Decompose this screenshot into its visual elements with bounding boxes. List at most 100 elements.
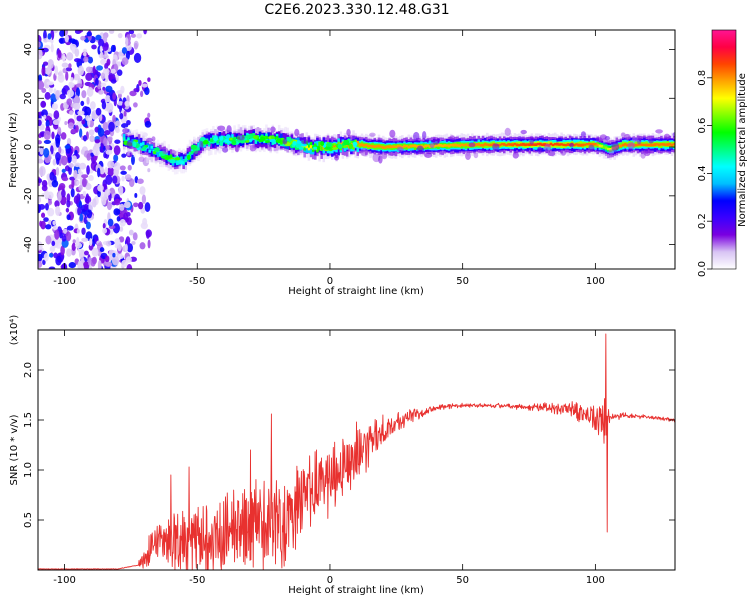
- spectrogram-noise-cell: [82, 135, 88, 142]
- spectrogram-halo-cell: [234, 144, 240, 153]
- spectrogram-noise-cell: [70, 188, 75, 198]
- spectrogram-noise-cell: [123, 201, 131, 209]
- spectrogram-noise-cell: [107, 166, 115, 177]
- spectrogram-halo-cell: [424, 152, 433, 158]
- spectrogram-noise-cell: [85, 221, 91, 230]
- colorbar-tick-label: 0.4: [697, 165, 708, 181]
- spectrogram-noise-cell: [121, 57, 129, 66]
- spectrogram-ridge-cell: [511, 143, 515, 147]
- spectrogram-ridge-cell: [169, 159, 176, 164]
- spectrogram-noise-cell: [52, 159, 57, 166]
- spectrogram-ridge-cell: [394, 145, 398, 148]
- spectrogram-halo-cell: [294, 128, 300, 137]
- spectrogram-halo-cell: [146, 137, 153, 143]
- spectrogram-noise-cell: [121, 47, 128, 55]
- spectrogram-noise-cell: [55, 205, 61, 216]
- spectrogram-noise-cell: [125, 37, 129, 47]
- spectrogram-noise-cell: [128, 229, 134, 236]
- spectrogram-noise-cell: [81, 174, 89, 179]
- spectrogram-ridge-cell: [188, 151, 192, 156]
- spectrogram-noise-cell: [43, 139, 52, 145]
- spectrogram-ridge-cell: [254, 137, 258, 144]
- spectrogram-noise-cell: [140, 90, 144, 98]
- spectrogram-noise-cell: [113, 145, 121, 156]
- spectrogram-noise-cell: [139, 242, 146, 250]
- spectrogram-noise-cell: [73, 102, 81, 110]
- spectrogram-noise-cell: [82, 190, 87, 197]
- spectrogram-noise-cell: [45, 235, 52, 245]
- spectrogram-noise-cell: [116, 89, 124, 95]
- spectrogram-halo-cell: [580, 131, 586, 138]
- spectrogram-noise-cell: [73, 73, 80, 81]
- spectrogram-ridge-cell: [197, 147, 200, 151]
- spectrogram-noise-cell: [145, 230, 150, 239]
- spectrogram-noise-cell: [65, 71, 69, 81]
- spectrogram-noise-cell: [97, 167, 101, 178]
- spectrogram-ridge-cell: [186, 154, 191, 161]
- spectrogram-ridge-cell: [320, 144, 323, 151]
- spectrogram-ridge-cell: [260, 136, 266, 141]
- spectrogram-ridge-cell: [539, 142, 542, 146]
- spectrogram-noise-cell: [119, 104, 123, 113]
- spectrogram-ridge-cell: [150, 146, 154, 149]
- spectrogram-ridge-cell: [401, 145, 404, 149]
- spectrogram-noise-cell: [43, 147, 50, 158]
- spectrogram-noise-cell: [66, 193, 71, 203]
- spectrogram-ridge-cell: [309, 141, 313, 148]
- spectrogram-noise-cell: [126, 263, 133, 269]
- spectrogram-noise-cell: [51, 131, 55, 140]
- spectrogram-noise-cell: [106, 102, 114, 113]
- spectrogram-noise-cell: [81, 90, 87, 99]
- spectrogram-halo-cell: [537, 146, 543, 155]
- spectrogram-noise-cell: [51, 240, 56, 247]
- spectrogram-noise-cell: [112, 92, 117, 100]
- spectrogram-noise-cell: [55, 166, 60, 176]
- spectrogram-noise-cell: [86, 86, 94, 97]
- spectrogram-noise-cell: [102, 35, 108, 44]
- spectrogram-noise-cell: [47, 59, 54, 69]
- spectrogram-noise-cell: [86, 153, 91, 161]
- spectrogram-ridge-cell: [522, 142, 525, 146]
- spectrogram-ridge-cell: [660, 143, 663, 146]
- spectrogram-noise-cell: [101, 101, 107, 110]
- spectrogram-ridge-cell: [503, 143, 506, 146]
- spectrogram-noise-cell: [38, 41, 41, 48]
- spectrogram-noise-cell: [134, 193, 138, 198]
- spectrogram-halo-cell: [378, 155, 383, 164]
- spectrogram-noise-cell: [68, 163, 74, 168]
- spectrogram-noise-cell: [104, 73, 109, 79]
- spectrogram-ridge-cell: [219, 136, 224, 141]
- spectrogram-noise-cell: [120, 170, 127, 175]
- spectrogram-noise-cell: [133, 42, 138, 50]
- spectrogram-noise-cell: [74, 58, 81, 63]
- spectrogram-ridge-layer: [122, 124, 675, 175]
- spectrogram-ridge-cell: [153, 147, 160, 152]
- spectrogram-halo-cell: [432, 137, 440, 145]
- spectrogram-ridge-cell: [292, 141, 297, 146]
- spectrogram-noise-cell: [117, 101, 124, 106]
- spectrogram-noise-cell: [86, 209, 93, 219]
- spectrogram-noise-cell: [86, 217, 92, 222]
- spectrogram-noise-cell: [107, 218, 114, 227]
- spectrogram-noise-cell: [137, 201, 144, 210]
- spectrogram-noise-cell: [99, 148, 104, 153]
- spectrogram-noise-cell: [95, 107, 102, 116]
- spectrogram-ridge-cell: [371, 144, 374, 148]
- spectrogram-halo-cell: [627, 142, 635, 150]
- spectrogram-noise-cell: [79, 162, 87, 170]
- spectrogram-noise-cell: [112, 175, 118, 184]
- spectrogram-ridge-cell: [294, 139, 298, 143]
- spectrogram-noise-cell: [43, 30, 47, 41]
- colorbar-tick-label: 0.6: [697, 118, 708, 134]
- spectrogram-ridge-cell: [579, 143, 582, 147]
- spectrogram-noise-cell: [80, 35, 86, 41]
- spectrogram-halo-cell: [672, 132, 675, 138]
- spectrogram-noise-cell: [125, 50, 130, 60]
- spectrogram-ridge-cell: [288, 137, 292, 143]
- spectrogram-ridge-cell: [156, 150, 160, 158]
- spectrogram-ridge-cell: [343, 140, 350, 145]
- spectrogram-noise-cell: [47, 33, 52, 40]
- spectrogram-noise-cell: [74, 48, 80, 57]
- spectrogram-noise-cell: [68, 38, 76, 43]
